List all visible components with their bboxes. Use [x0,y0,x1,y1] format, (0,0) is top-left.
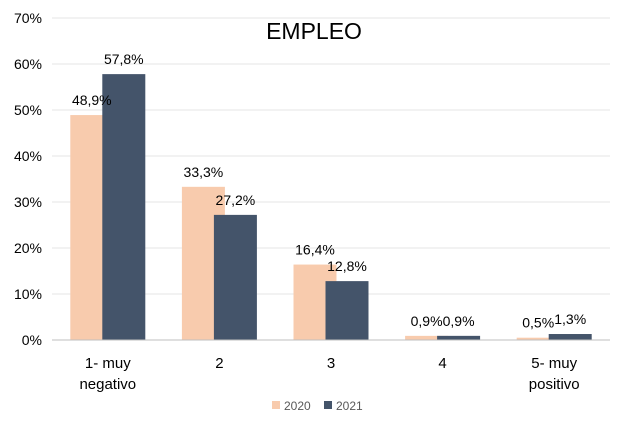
bar-2021 [213,214,257,340]
chart-title: EMPLEO [266,18,362,44]
y-tick-label: 30% [14,194,42,210]
bar-2020 [516,337,560,340]
data-labels: 48,9% 57,8% 33,3% 27,2% 16,4%12,8% 0,9% 0,9% 0,… [72,51,586,331]
y-tick-label: 60% [14,56,42,72]
y-tick-label: 70% [14,10,42,26]
legend-label: 2020 [284,399,311,413]
x-axis: 1- muy negativo 2 3 4 5- muy positivo [52,339,610,393]
bar-2020 [405,335,449,340]
x-tick-label: positivo [529,376,580,393]
data-label: 27,2% [216,192,256,208]
legend-label: 2021 [336,399,363,413]
y-tick-label: 20% [14,240,42,256]
x-tick-label: 2 [215,355,223,372]
y-tick-label: 40% [14,148,42,164]
y-tick-label: 10% [14,286,42,302]
bar-2021 [437,335,481,340]
bar-2021 [102,74,146,341]
x-tick-label: 5- muy [531,355,577,372]
data-label: 1,3% [554,311,586,327]
data-label: 0,9% [443,313,475,329]
legend-swatch [272,401,280,409]
legend: 2020 2021 [272,399,363,413]
legend-swatch [324,401,332,409]
data-label: 16,4% [295,242,335,258]
data-label: 57,8% [104,51,144,67]
x-tick-label: 3 [327,355,335,372]
y-axis: 0% 10% 20% 30% 40% 50% 60% 70% [14,10,42,348]
x-tick-label: 4 [438,355,446,372]
x-tick-label: 1- muy [85,355,131,372]
data-label: 33,3% [184,164,224,180]
bar-2021 [325,281,369,340]
data-label: 0,9% [411,313,443,329]
data-label: 12,8% [327,258,367,274]
y-tick-label: 0% [22,332,42,348]
x-tick-label: negativo [79,376,136,393]
data-label: 0,5% [522,315,554,331]
data-label: 48,9% [72,92,112,108]
y-tick-label: 50% [14,102,42,118]
bar-2021 [548,334,592,340]
bars [70,74,592,341]
